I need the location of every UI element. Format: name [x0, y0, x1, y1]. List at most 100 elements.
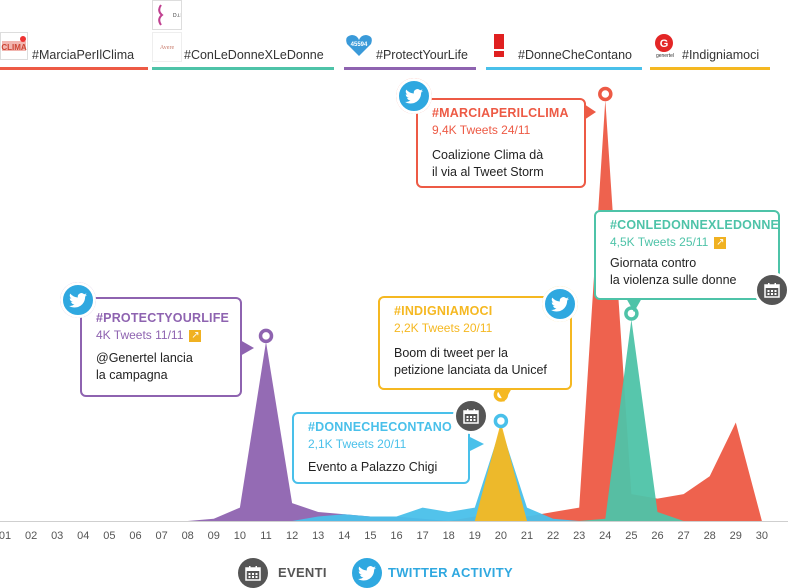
callout-pointer: [468, 436, 484, 452]
svg-text:G: G: [660, 38, 669, 50]
exclamation-logo-icon: [486, 32, 512, 58]
x-tick-label: 14: [338, 530, 350, 542]
peak-marker[interactable]: [258, 328, 274, 344]
x-tick-label: 24: [599, 530, 611, 542]
calendar-icon: [238, 558, 268, 588]
legend-color-bar: [486, 67, 642, 70]
callout-title: #MARCIAPERILCLIMA: [432, 106, 569, 120]
svg-text:genertel: genertel: [656, 53, 674, 58]
legend-twitter-label: TWITTER ACTIVITY: [388, 565, 513, 580]
legend-label: #DonneCheContano: [518, 48, 632, 62]
legend-conledonne[interactable]: D.i.Re Avere #ConLeDonneXLeDonne: [152, 0, 334, 70]
legend-color-bar: [344, 67, 476, 70]
callout-pointer: [626, 298, 642, 312]
x-tick-label: 11: [260, 530, 271, 542]
twitter-icon[interactable]: [396, 78, 432, 114]
x-tick-label: 06: [129, 530, 141, 542]
callout-desc: Boom di tweet per la petizione lanciata d…: [394, 345, 558, 379]
legend-protect[interactable]: 45594 #ProtectYourLife: [344, 30, 476, 70]
x-tick-label: 12: [286, 530, 298, 542]
calendar-icon[interactable]: [754, 272, 788, 308]
legend-label: #MarciaPerIlClima: [32, 48, 135, 62]
avere-logo-icon-2: Avere: [152, 32, 182, 62]
external-link-icon[interactable]: ↗: [714, 236, 727, 249]
x-tick-label: 19: [469, 530, 481, 542]
twitter-icon[interactable]: [542, 286, 578, 322]
callout-desc-line: il via al Tweet Storm: [432, 165, 544, 179]
x-tick-label: 28: [704, 530, 716, 542]
callout-desc: Evento a Palazzo Chigi: [308, 460, 438, 474]
45594-logo-icon: 45594: [344, 32, 372, 58]
x-tick-label: 20: [495, 530, 507, 542]
peak-marker[interactable]: [493, 413, 509, 429]
callout-desc-line: Coalizione Clima dà: [432, 148, 544, 162]
callout-subtitle-text: 4,5K Tweets 25/11: [610, 235, 709, 249]
x-tick-label: 16: [390, 530, 402, 542]
x-tick-label: 25: [625, 530, 637, 542]
avere-logo-icon: D.i.Re: [152, 0, 187, 30]
x-tick-label: 10: [234, 530, 246, 542]
callout-title: #DONNECHECONTANO: [308, 420, 452, 434]
x-tick-label: 02: [25, 530, 37, 542]
callout-indigniamoci: #INDIGNIAMOCI 2,2K Tweets 20/11 Boom di …: [378, 296, 572, 390]
peak-marker[interactable]: [598, 86, 613, 102]
callout-pointer: [240, 340, 254, 356]
x-axis: 01 02 03 04 05 06 07 08 09 10 11 12 13 14 15 16 17 18 19 20…: [0, 521, 788, 542]
x-tick-label: 27: [677, 530, 689, 542]
x-tick-label: 22: [547, 530, 559, 542]
x-tick-label: 05: [103, 530, 115, 542]
callout-subtitle: 4K Tweets 11/11 ↗: [96, 328, 228, 342]
callout-title: #CONLEDONNEXLEDONNE: [610, 218, 780, 232]
legend-donne[interactable]: #DonneCheContano: [486, 30, 642, 70]
legend-twitter: TWITTER ACTIVITY: [352, 558, 532, 588]
x-tick-label: 21: [521, 530, 533, 542]
legend-color-bar: [152, 67, 334, 70]
legend-color-bar: [650, 67, 770, 70]
x-tick-label: 09: [208, 530, 220, 542]
x-tick-label: 01: [0, 530, 11, 542]
legend-marcia[interactable]: CLIMA #MarciaPerIlClima: [0, 30, 148, 70]
callout-desc-line: la violenza sulle donne: [610, 273, 737, 287]
x-tick-label: 30: [756, 530, 768, 542]
legend-label: #ConLeDonneXLeDonne: [184, 48, 324, 62]
twitter-icon[interactable]: [60, 282, 96, 318]
callout-subtitle: 2,2K Tweets 20/11: [394, 321, 493, 335]
x-tick-label: 07: [155, 530, 167, 542]
svg-text:CLIMA: CLIMA: [1, 43, 27, 52]
x-tick-label: 17: [416, 530, 428, 542]
callout-desc: Coalizione Clima dà il via al Tweet Storm: [432, 147, 572, 181]
callout-desc-line: petizione lanciata da Unicef: [394, 363, 547, 377]
x-tick-label: 29: [730, 530, 742, 542]
callout-donne: #DONNECHECONTANO 2,1K Tweets 20/11 Event…: [292, 412, 470, 484]
legend-events: EVENTI: [238, 558, 338, 588]
calendar-icon[interactable]: [453, 398, 489, 434]
external-link-icon[interactable]: ↗: [189, 329, 202, 342]
x-tick-label: 15: [364, 530, 376, 542]
callout-pointer: [584, 104, 596, 120]
svg-text:45594: 45594: [351, 42, 368, 48]
svg-text:Avere: Avere: [160, 45, 175, 51]
callout-subtitle-text: 4K Tweets 11/11: [96, 328, 184, 342]
callout-desc-line: Giornata contro: [610, 256, 697, 270]
x-tick-label: 08: [182, 530, 194, 542]
x-tick-label: 13: [312, 530, 324, 542]
callout-title: #INDIGNIAMOCI: [394, 304, 493, 318]
x-tick-label: 18: [443, 530, 455, 542]
x-tick-label: 23: [573, 530, 585, 542]
callout-protect: #PROTECTYOURLIFE 4K Tweets 11/11 ↗ @Gener…: [80, 297, 242, 397]
clima-logo-icon: CLIMA: [0, 32, 28, 60]
callout-conledonne: #CONLEDONNEXLEDONNE 4,5K Tweets 25/11 ↗ G…: [594, 210, 780, 300]
callout-desc-line: @Genertel lancia: [96, 351, 193, 365]
x-tick-label: 04: [77, 530, 89, 542]
legend-color-bar: [0, 67, 148, 70]
callout-subtitle: 2,1K Tweets 20/11: [308, 437, 407, 451]
callout-marcia: #MARCIAPERILCLIMA 9,4K Tweets 24/11 Coal…: [416, 98, 586, 188]
callout-desc: Giornata contro la violenza sulle donne: [610, 255, 766, 289]
x-tick-label: 03: [51, 530, 63, 542]
callout-desc: @Genertel lancia la campagna: [96, 350, 228, 384]
callout-desc-line: la campagna: [96, 368, 168, 382]
x-tick-label: 26: [651, 530, 663, 542]
